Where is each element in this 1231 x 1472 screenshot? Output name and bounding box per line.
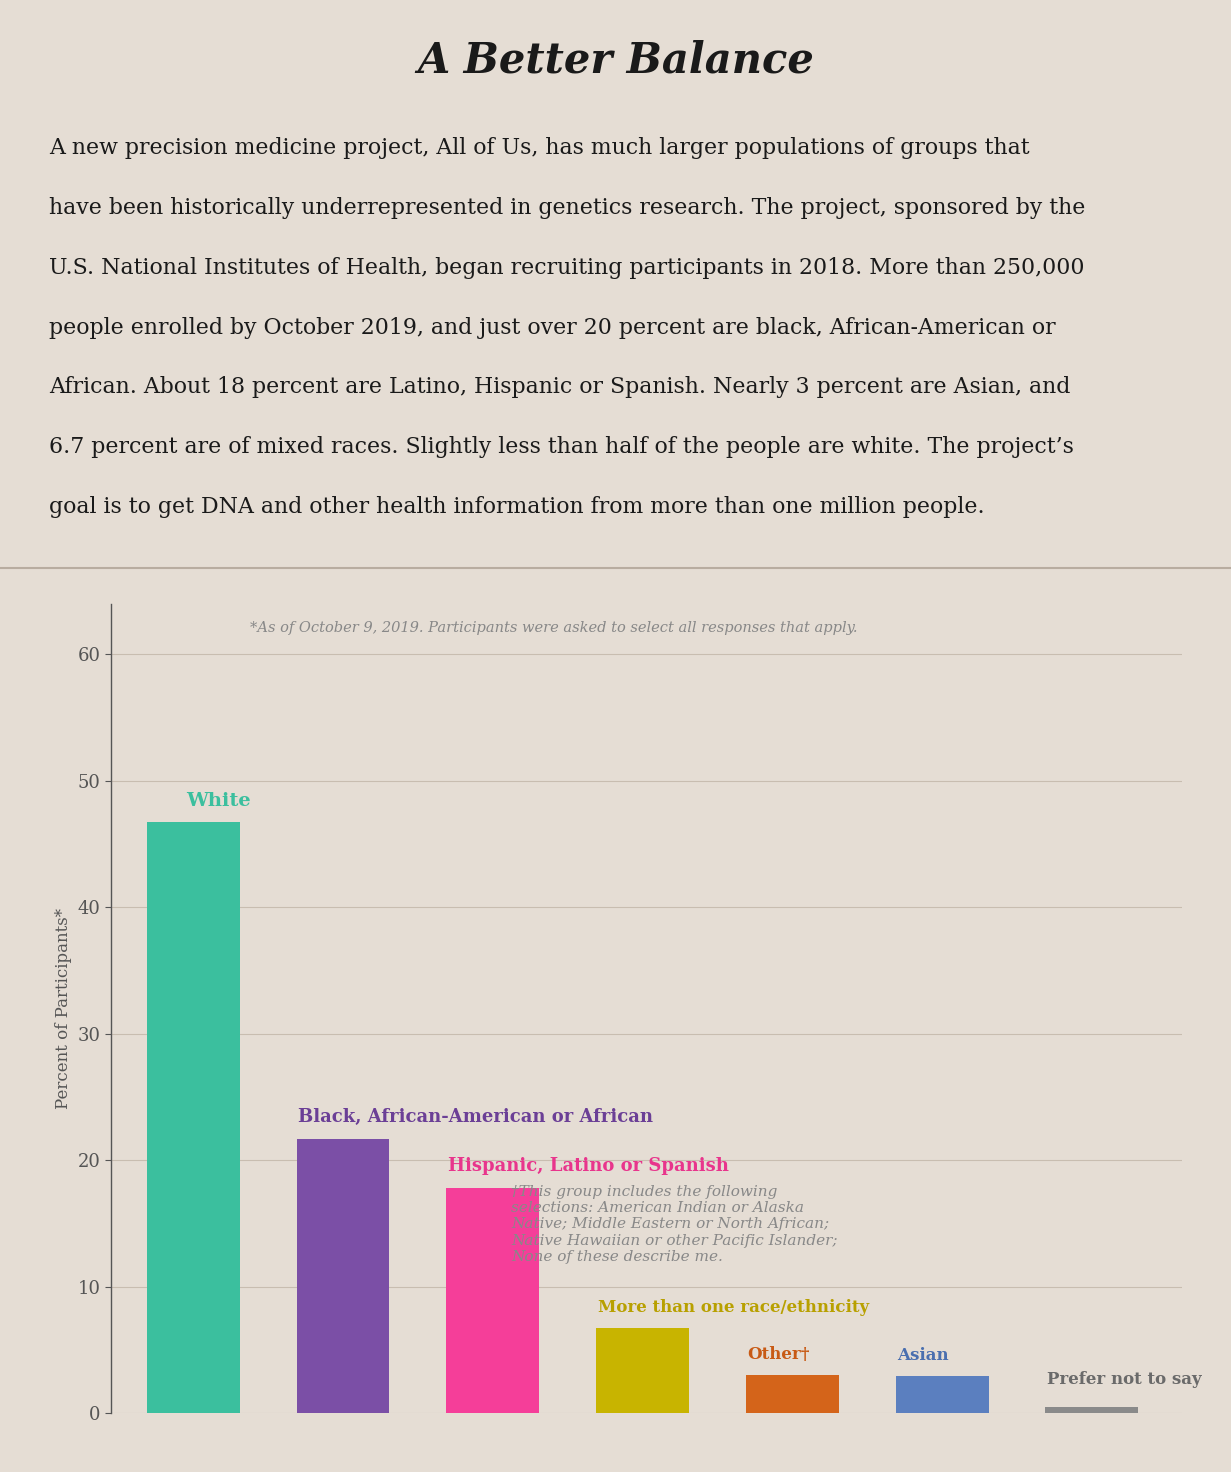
Bar [447,1188,539,1413]
Text: Prefer not to say: Prefer not to say [1046,1370,1201,1388]
Text: African. About 18 percent are Latino, Hispanic or Spanish. Nearly 3 percent are : African. About 18 percent are Latino, Hi… [49,377,1071,399]
Text: Hispanic, Latino or Spanish: Hispanic, Latino or Spanish [448,1157,729,1175]
Text: have been historically underrepresented in genetics research. The project, spons: have been historically underrepresented … [49,197,1086,219]
Text: 6.7 percent are of mixed races. Slightly less than half of the people are white.: 6.7 percent are of mixed races. Slightly… [49,436,1075,458]
Bar [297,1139,389,1413]
Bar [1045,1407,1139,1413]
Text: goal is to get DNA and other health information from more than one million peopl: goal is to get DNA and other health info… [49,496,985,518]
Text: A new precision medicine project, All of Us, has much larger populations of grou: A new precision medicine project, All of… [49,137,1030,159]
Bar [596,1328,689,1413]
Text: More than one race/ethnicity: More than one race/ethnicity [597,1298,869,1316]
Bar [746,1375,838,1413]
Text: people enrolled by October 2019, and just over 20 percent are black, African-Ame: people enrolled by October 2019, and jus… [49,316,1056,339]
Text: *As of October 9, 2019. Participants were asked to select all responses that app: *As of October 9, 2019. Participants wer… [250,621,858,636]
Text: White: White [186,792,250,810]
Bar [896,1376,988,1413]
Text: †This group includes the following
selections: American Indian or Alaska
Native;: †This group includes the following selec… [511,1185,837,1264]
Text: Black, African-American or African: Black, African-American or African [298,1108,652,1126]
Text: A Better Balance: A Better Balance [417,40,814,82]
Y-axis label: Percent of Participants*: Percent of Participants* [55,908,71,1108]
Text: U.S. National Institutes of Health, began recruiting participants in 2018. More : U.S. National Institutes of Health, bega… [49,256,1085,278]
Text: Other†: Other† [747,1345,810,1363]
Bar [146,823,240,1413]
Text: Asian: Asian [897,1347,949,1363]
